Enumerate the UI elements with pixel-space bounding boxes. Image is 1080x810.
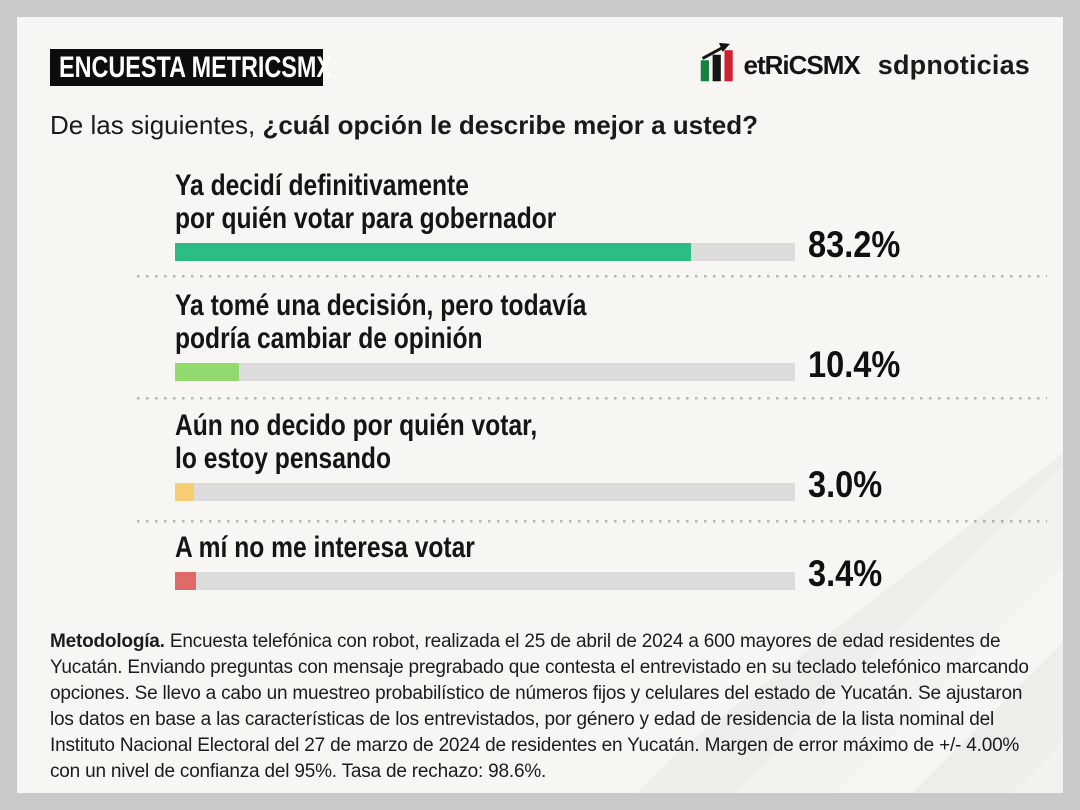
survey-question: De las siguientes, ¿cuál opción le descr… [50,110,758,141]
dotted-separator [137,397,1047,400]
percentage-value: 10.4% [808,344,901,385]
survey-question-emphasis: ¿cuál opción le describe mejor a usted? [262,110,759,140]
result-row: A mí no me interesa votar 3.4% [175,500,935,600]
option-label: Ya tomé una decisión, pero todavía podrí… [175,289,587,355]
metricsmx-wordmark: etRiCSMX [743,50,861,80]
brand-logos: etRiCSMX sdpnoticias [698,41,1030,90]
bar-track [175,363,795,381]
bar-fill [175,483,194,501]
bar-fill [175,243,691,261]
dotted-separator [137,520,1047,523]
encuesta-badge-label: ENCUESTA METRICSMX [59,51,333,84]
option-label: A mí no me interesa votar [175,531,475,564]
percentage-value: 3.4% [808,553,883,594]
bar-fill [175,363,240,381]
methodology-note: Metodología. Encuesta telefónica con rob… [50,629,1042,785]
metricsmx-chart-icon [698,41,740,90]
methodology-title: Metodología. [50,631,165,652]
option-label: Aún no decido por quién votar, lo estoy … [175,409,538,475]
result-row: Ya decidí definitivamente por quién vota… [175,169,935,271]
methodology-body: Encuesta telefónica con robot, realizada… [50,631,1029,782]
result-row: Aún no decido por quién votar, lo estoy … [175,409,935,511]
bar-track [175,243,795,261]
option-label: Ya decidí definitivamente por quién vota… [175,169,557,235]
result-row: Ya tomé una decisión, pero todavía podrí… [175,289,935,391]
bar-track [175,483,795,501]
bar-track [175,572,795,590]
bar-fill [175,572,197,590]
percentage-value: 3.0% [808,464,883,505]
sdpnoticias-wordmark: sdpnoticias [877,50,1030,80]
encuesta-badge: ENCUESTA METRICSMX [50,49,332,86]
metricsmx-logo: etRiCSMX [698,41,861,90]
dotted-separator [137,275,1047,278]
percentage-value: 83.2% [808,224,901,265]
survey-card: ENCUESTA METRICSMX etRiCSMX sdpnoticias [17,17,1063,793]
survey-question-prefix: De las siguientes, [50,110,263,140]
